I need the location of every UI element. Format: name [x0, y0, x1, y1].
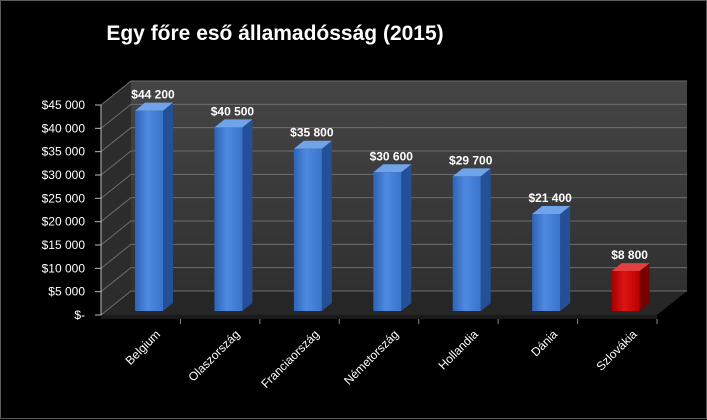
x-tick-label: Szlovákia: [593, 327, 639, 373]
chart-floor-edge: [101, 315, 657, 319]
bar-top: [373, 164, 412, 173]
x-tick-label: Dánia: [528, 327, 560, 359]
y-tick-label: $35 000: [42, 145, 86, 159]
bar-németország: [373, 164, 412, 311]
data-label: $29 700: [449, 153, 493, 167]
bar-front: [214, 127, 243, 312]
x-axis: Belgium Olaszország Franciaország Németorsz…: [123, 319, 658, 391]
y-tick-label: $-: [74, 308, 85, 322]
x-tick-label: Belgium: [123, 327, 164, 368]
gridline: [100, 173, 687, 199]
x-tick-label: Németország: [341, 327, 401, 387]
x-tick-label: Olaszország: [185, 327, 242, 384]
bar-belgium: [135, 102, 173, 311]
bar-franciaország: [293, 140, 332, 311]
y-tick-label: $10 000: [42, 261, 86, 275]
bar-top: [611, 263, 650, 272]
bar-side: [401, 164, 412, 311]
bar-front: [373, 172, 402, 311]
chart-side-wall: [101, 81, 131, 315]
bar-olaszország: [214, 119, 253, 312]
y-tick-label: $40 000: [42, 121, 86, 135]
y-tick-label: $15 000: [42, 238, 86, 252]
bar-front: [532, 213, 561, 311]
y-tick-label: $45 000: [42, 98, 86, 112]
data-label: $30 600: [370, 149, 414, 163]
data-label: $35 800: [290, 126, 334, 140]
gridline: [100, 290, 687, 316]
bar-front: [611, 271, 640, 311]
bar-dánia: [532, 205, 571, 311]
gridline: [100, 243, 687, 269]
y-tick-label: $20 000: [42, 215, 86, 229]
gridline: [100, 267, 687, 293]
data-label: $8 800: [611, 248, 648, 262]
chart-title: Egy főre eső államadósság (2015): [106, 22, 443, 45]
y-tick-label: $5 000: [48, 285, 85, 299]
bar-side: [560, 205, 571, 311]
y-tick-label: $30 000: [42, 168, 86, 182]
gridline: [100, 127, 687, 153]
bar-side: [242, 119, 253, 312]
data-labels: $44 200 $40 500 $35 800 $30 600 $29 700 $21 4…: [131, 88, 648, 262]
bar-side: [480, 168, 491, 311]
bar-side: [163, 102, 173, 311]
data-label: $44 200: [131, 88, 175, 102]
bar-top: [135, 102, 173, 111]
gridline: [100, 80, 687, 106]
data-label: $40 500: [211, 104, 255, 118]
gridline: [100, 220, 687, 246]
bar-front: [452, 176, 481, 311]
bar-top: [452, 168, 491, 177]
data-label: $21 400: [528, 191, 572, 205]
bar-front: [135, 110, 163, 311]
gridline: [100, 197, 687, 223]
bar-szlovákia: [611, 263, 650, 311]
gridlines: [100, 80, 687, 316]
y-tick-label: $25 000: [42, 191, 86, 205]
gridline: [100, 103, 687, 129]
gridline: [100, 150, 687, 176]
bars: [135, 102, 650, 312]
bar-top: [293, 140, 332, 149]
x-tick-label: Hollandia: [436, 327, 482, 373]
y-axis: $- $5 000 $10 000 $15 000 $20 000 $25 000 $30 …: [42, 98, 102, 322]
bar-front: [293, 148, 322, 311]
bar-top: [532, 205, 571, 214]
bar-hollandia: [452, 168, 491, 311]
bar-side: [639, 263, 650, 311]
bar-side: [321, 140, 332, 311]
x-tick-label: Franciaország: [258, 327, 322, 391]
bar-top: [214, 119, 253, 128]
